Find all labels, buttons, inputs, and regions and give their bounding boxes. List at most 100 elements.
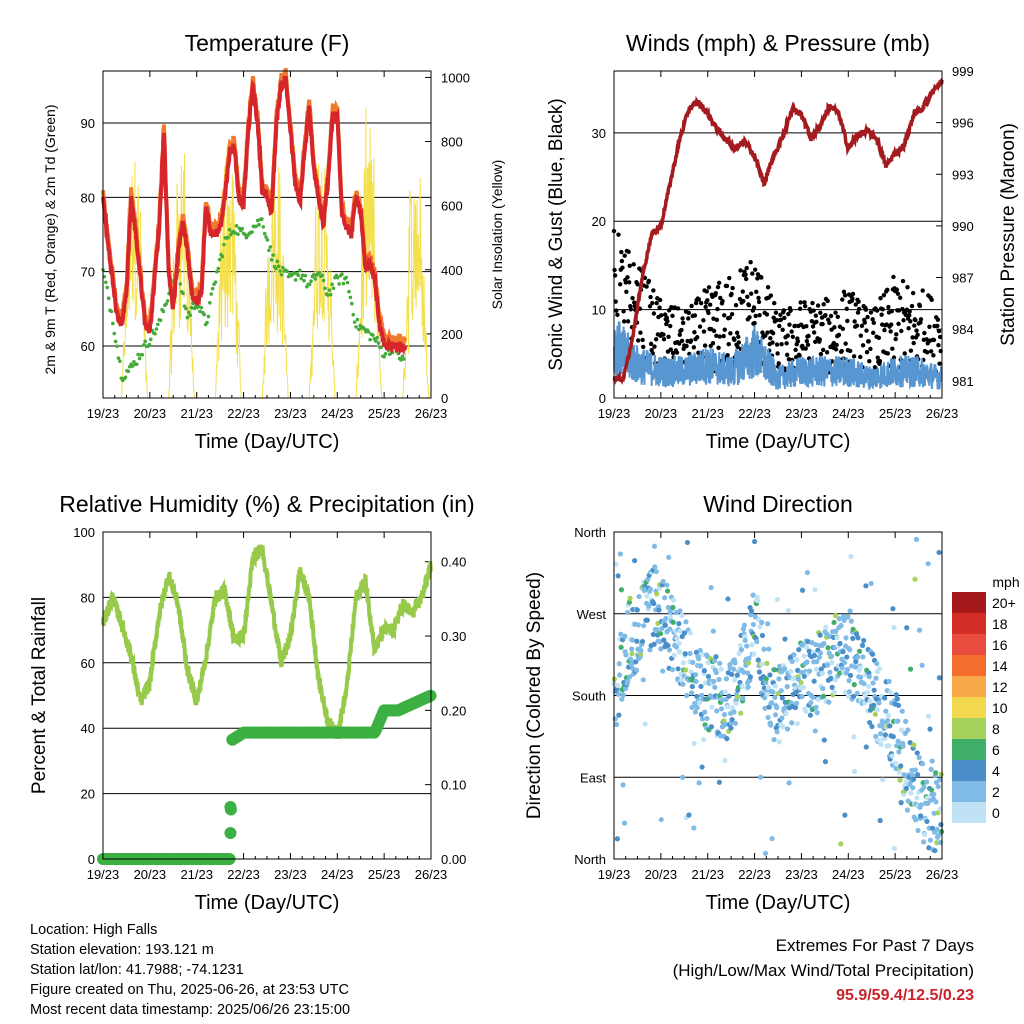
- temperature-point-dewpoint: [143, 339, 147, 344]
- direction-point-direction: [759, 661, 765, 667]
- temperature-point-dewpoint: [285, 269, 289, 274]
- direction-point-direction: [660, 668, 666, 674]
- winds-point-gust: [696, 350, 701, 355]
- direction-point-direction: [937, 806, 943, 812]
- direction-point-direction: [690, 659, 696, 666]
- winds-point-gust: [623, 280, 629, 285]
- direction-point-direction: [860, 654, 866, 660]
- temperature-point-dewpoint: [321, 278, 326, 283]
- temperature-y2-axis-label: Solar Insolation (Yellow): [489, 160, 505, 310]
- temperature-point-dewpoint: [265, 238, 270, 242]
- direction-point-direction: [662, 622, 668, 628]
- winds-point-gust: [841, 289, 847, 295]
- winds-point-gust: [635, 282, 640, 287]
- temperature-point-dewpoint: [113, 339, 118, 344]
- winds-point-gust: [889, 322, 894, 327]
- winds-point-gust: [896, 308, 902, 313]
- direction-point-direction: [847, 672, 854, 678]
- direction-point-direction: [927, 726, 933, 732]
- direction-point-direction: [726, 693, 732, 699]
- direction-point-direction: [639, 638, 646, 645]
- direction-point-direction: [742, 637, 748, 644]
- direction-point-direction: [911, 742, 917, 748]
- direction-point-direction: [937, 777, 943, 783]
- winds-point-gust: [842, 293, 848, 298]
- winds-point-gust: [906, 326, 911, 331]
- winds-point-gust: [909, 303, 915, 309]
- winds-point-gust: [718, 295, 723, 301]
- winds-point-gust: [657, 297, 663, 303]
- winds-point-gust: [704, 289, 709, 294]
- direction-point-direction: [663, 615, 669, 622]
- winds-point-gust: [908, 319, 913, 324]
- direction-legend-label: 10: [992, 700, 1008, 716]
- direction-point-direction: [838, 841, 844, 847]
- direction-legend-swatch: [952, 676, 986, 697]
- temperature-point-dewpoint: [220, 254, 225, 259]
- direction-point-direction: [829, 684, 835, 690]
- direction-point-direction: [861, 681, 867, 687]
- temperature-point-dewpoint: [267, 248, 271, 253]
- direction-point-direction: [675, 666, 681, 672]
- winds-point-gust: [677, 332, 682, 337]
- direction-point-direction: [833, 628, 839, 634]
- direction-point-direction: [625, 678, 631, 684]
- winds-point-gust: [924, 350, 930, 355]
- winds-point-gust: [659, 313, 664, 318]
- temperature-point-dewpoint: [368, 337, 372, 342]
- winds-point-gust: [670, 350, 676, 356]
- temperature-point-dewpoint: [268, 245, 273, 249]
- winds-point-gust: [922, 330, 927, 336]
- direction-point-direction: [677, 649, 683, 655]
- temperature-point-dewpoint: [215, 269, 219, 274]
- winds-point-gust: [711, 316, 716, 321]
- temperature-point-dewpoint: [400, 354, 405, 358]
- temperature-point-dewpoint: [148, 337, 153, 342]
- winds-point-gust: [755, 272, 761, 277]
- direction-point-direction: [870, 680, 876, 686]
- direction-point-direction: [846, 689, 853, 695]
- direction-point-direction: [613, 561, 619, 567]
- direction-point-direction: [634, 638, 640, 644]
- direction-point-direction: [722, 757, 728, 764]
- winds-point-gust: [929, 297, 934, 303]
- direction-point-direction: [905, 727, 911, 733]
- winds-point-gust: [666, 334, 671, 339]
- direction-point-direction: [627, 656, 634, 662]
- temperature-point-dewpoint: [402, 357, 406, 361]
- temperature-point-dewpoint: [112, 331, 117, 336]
- temperature-point-dewpoint: [299, 276, 304, 281]
- direction-point-direction: [801, 684, 807, 691]
- temperature-point-dewpoint: [348, 295, 353, 300]
- winds-point-gust: [832, 325, 837, 330]
- winds-x-tick-label: 23/23: [785, 406, 818, 421]
- direction-point-direction: [747, 674, 754, 680]
- direction-point-direction: [654, 591, 660, 597]
- winds-point-gust: [743, 272, 748, 277]
- winds-point-gust: [631, 262, 636, 267]
- winds-point-gust: [748, 291, 754, 296]
- winds-point-gust: [714, 317, 720, 323]
- winds-x-tick-label: 25/23: [879, 406, 912, 421]
- direction-point-direction: [929, 758, 935, 764]
- direction-point-direction: [714, 708, 720, 714]
- direction-point-direction: [736, 651, 742, 657]
- winds-point-gust: [910, 290, 916, 296]
- direction-point-direction: [910, 776, 917, 782]
- winds-point-gust: [720, 298, 725, 304]
- winds-point-gust: [878, 296, 883, 301]
- direction-point-direction: [814, 710, 820, 716]
- winds-point-gust: [787, 322, 792, 327]
- winds-point-gust: [802, 303, 808, 309]
- winds-point-gust: [619, 258, 625, 264]
- winds-point-gust: [864, 350, 870, 355]
- winds-series-pressure: [612, 76, 944, 386]
- temperature-series-solar-insolation: [337, 107, 384, 399]
- temperature-title: Temperature (F): [185, 30, 350, 56]
- direction-point-direction: [820, 693, 827, 699]
- direction-point-direction: [900, 743, 906, 749]
- winds-point-gust: [862, 320, 867, 325]
- winds-point-gust: [773, 310, 779, 315]
- temperature-point-dewpoint: [158, 318, 163, 323]
- direction-point-direction: [876, 666, 882, 672]
